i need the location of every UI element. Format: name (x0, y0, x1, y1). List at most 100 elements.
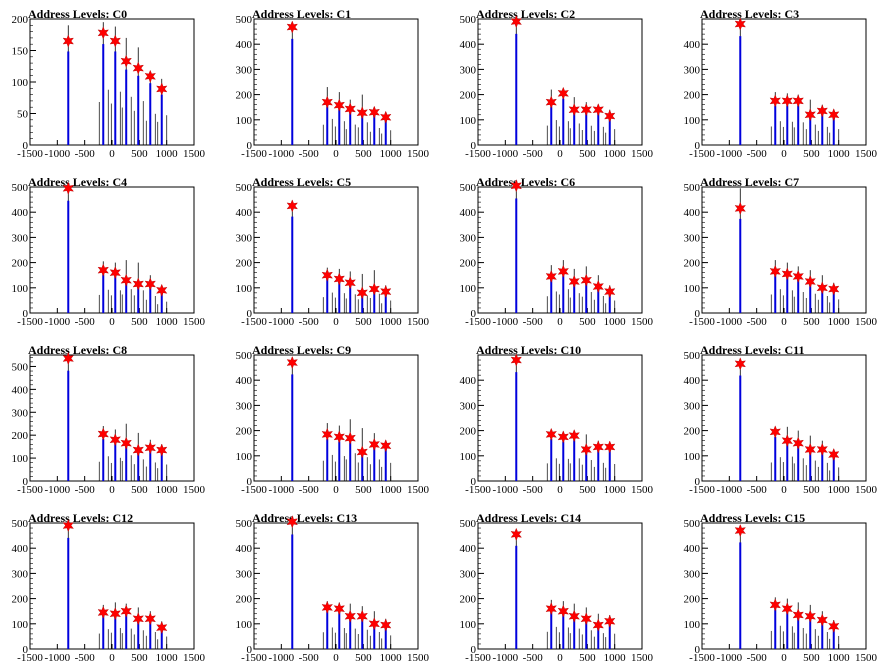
y-tick-label: 300 (684, 232, 701, 244)
x-tick-label: -1500 (689, 316, 715, 328)
peak-bar (573, 284, 576, 313)
y-tick-label: 400 (460, 207, 477, 219)
x-tick-label: 1500 (407, 484, 430, 496)
x-tick-label: 1000 (604, 316, 627, 328)
x-tick-label: 1000 (604, 148, 627, 160)
peak-marker (368, 617, 380, 631)
peak-bar (786, 444, 789, 481)
peak-marker (109, 34, 121, 48)
peak-bar (809, 284, 812, 313)
peak-bar (149, 83, 152, 145)
x-tick-label: 0 (557, 652, 563, 664)
peak-bar (338, 282, 341, 313)
x-tick-label: -500 (747, 148, 768, 160)
y-tick-label: 0 (247, 140, 253, 152)
peak-marker (109, 433, 121, 447)
peak-bar (361, 115, 364, 145)
chart-svg: Address Levels: C12 0 100 200 300 400 500 -1500… (12, 511, 206, 664)
x-tick-label: -1000 (492, 316, 518, 328)
peak-marker (568, 274, 580, 289)
peak-bar (821, 290, 824, 313)
chart-svg: Address Levels: C60100200300400500-1500-… (460, 175, 654, 328)
peak-marker (368, 282, 380, 296)
peak-bar (585, 283, 588, 313)
y-tick-label: 400 (684, 207, 701, 219)
x-tick-label: -500 (523, 652, 544, 664)
x-tick-label: 500 (579, 148, 596, 160)
y-tick-label: 300 (236, 568, 253, 580)
peak-bar (102, 616, 105, 649)
peak-bar (160, 292, 163, 313)
peak-bar (608, 450, 611, 481)
peak-bar (137, 286, 140, 313)
x-tick-label: 1000 (828, 484, 851, 496)
x-tick-label: -1500 (17, 484, 43, 496)
y-tick-label: 300 (684, 568, 701, 580)
y-tick-label: 100 (460, 451, 477, 463)
peak-bar (149, 286, 152, 313)
peak-bar (361, 619, 364, 649)
peak-bar (291, 38, 294, 145)
peak-bar (562, 98, 565, 145)
chart-svg: Address Levels: C80100200300400500-1500-… (12, 343, 206, 496)
peak-bar (373, 291, 376, 313)
peak-bar (291, 374, 294, 481)
peak-marker (781, 94, 793, 108)
x-tick-label: 1500 (183, 652, 206, 664)
peak-marker (568, 103, 580, 117)
x-tick-label: -1000 (716, 484, 742, 496)
peak-marker (792, 436, 804, 450)
peak-marker (592, 440, 604, 454)
peak-bar (149, 451, 152, 481)
peak-bar (573, 113, 576, 145)
peak-marker (356, 445, 368, 459)
y-tick-label: 500 (236, 350, 253, 362)
chart-title: Address Levels: C11 (700, 343, 804, 357)
x-tick-label: -1000 (268, 148, 294, 160)
y-tick-label: 100 (684, 619, 701, 631)
peak-bar (102, 44, 105, 145)
peak-bar (821, 114, 824, 145)
y-tick-label: 400 (236, 375, 253, 387)
x-tick-label: 500 (579, 316, 596, 328)
x-tick-label: 0 (109, 148, 115, 160)
peak-bar (774, 436, 777, 481)
chart-title: Address Levels: C2 (476, 7, 575, 21)
y-tick-label: 0 (695, 476, 701, 488)
chart-panel-0: Address Levels: C0 0 50 100 150 200 -1500 -1000… (0, 0, 224, 168)
peak-bar (349, 442, 352, 481)
chart-title: Address Levels: C6 (476, 175, 575, 189)
peak-bar (349, 285, 352, 313)
peak-bar (597, 289, 600, 313)
y-tick-label: 500 (684, 518, 701, 530)
peak-marker (510, 353, 522, 367)
y-tick-label: 400 (236, 39, 253, 51)
plot-frame (29, 186, 195, 314)
peak-marker (769, 94, 781, 108)
chart-panel-10: Address Levels: C10 0 100 200 300 400 -1500 -10… (448, 336, 672, 504)
x-tick-label: -1500 (241, 148, 267, 160)
y-tick-label: 0 (247, 644, 253, 656)
x-tick-label: -1500 (241, 652, 267, 664)
peak-bar (102, 438, 105, 481)
peak-bar (832, 291, 835, 313)
peak-marker (144, 612, 156, 626)
x-tick-label: 500 (355, 316, 372, 328)
x-tick-label: -500 (75, 148, 96, 160)
x-tick-label: -1000 (492, 484, 518, 496)
peak-bar (373, 448, 376, 481)
peak-bar (774, 275, 777, 313)
y-tick-label: 0 (23, 476, 29, 488)
peak-marker (62, 34, 74, 48)
y-tick-label: 100 (12, 453, 29, 465)
plot-frame (253, 522, 419, 650)
peak-bar (149, 621, 152, 649)
y-tick-label: 100 (12, 619, 29, 631)
x-tick-label: -1000 (268, 316, 294, 328)
peak-marker (792, 94, 804, 108)
peak-bar (774, 609, 777, 649)
x-tick-label: -1500 (465, 652, 491, 664)
y-tick-label: 300 (460, 232, 477, 244)
peak-marker (568, 609, 580, 623)
